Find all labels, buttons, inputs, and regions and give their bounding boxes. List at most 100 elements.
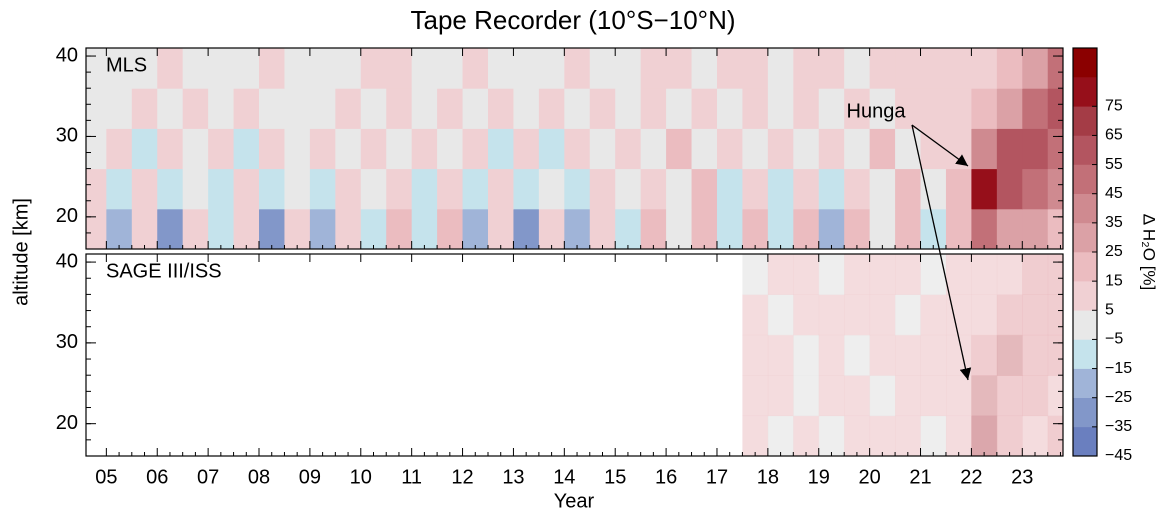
heatmap-cell — [895, 208, 922, 249]
heatmap-cell — [589, 128, 616, 170]
colorbar-label: Δ H₂O [%] — [1140, 214, 1159, 291]
x-tick-label: 18 — [757, 466, 779, 488]
colorbar-tick-label: 25 — [1105, 243, 1123, 260]
heatmap-cell — [895, 334, 922, 376]
heatmap-cell — [411, 168, 438, 210]
heatmap-cell — [86, 168, 107, 210]
heatmap-cell — [640, 128, 667, 170]
heatmap-cell — [691, 168, 718, 210]
heatmap-cell — [157, 168, 184, 210]
x-tick-label: 17 — [706, 466, 728, 488]
heatmap-cell — [793, 88, 820, 129]
y-tick-label: 40 — [56, 250, 78, 272]
heatmap-cell — [131, 128, 158, 170]
heatmap-cell — [1022, 48, 1049, 89]
heatmap-cell — [564, 48, 591, 89]
heatmap-cell — [793, 415, 820, 456]
heatmap-cell — [818, 128, 845, 170]
heatmap-cell — [818, 168, 845, 210]
heatmap-cell — [996, 415, 1023, 456]
x-tick-label: 06 — [146, 466, 168, 488]
heatmap-cell — [640, 88, 667, 129]
heatmap-cell — [1047, 128, 1063, 170]
heatmap-cell — [844, 128, 871, 170]
heatmap-cell — [996, 294, 1023, 336]
heatmap-cell — [742, 48, 769, 89]
x-tick-label: 22 — [960, 466, 982, 488]
heatmap-cell — [513, 128, 540, 170]
annotation-arrow — [911, 124, 969, 167]
x-axis-label: Year — [554, 490, 595, 512]
heatmap-cell — [869, 48, 896, 89]
panel-frame — [85, 47, 1064, 250]
heatmap-cell — [386, 88, 413, 129]
annotation-arrow — [911, 124, 972, 381]
heatmap-cell — [666, 128, 693, 170]
heatmap-cell — [742, 415, 769, 456]
heatmap-cell — [386, 128, 413, 170]
heatmap-cell — [793, 334, 820, 376]
heatmap-cell — [844, 415, 871, 456]
heatmap-cell — [640, 48, 667, 89]
heatmap-cell — [233, 48, 260, 89]
heatmap-cell — [716, 88, 743, 129]
heatmap-panel — [86, 48, 1063, 249]
heatmap-cell — [767, 254, 794, 295]
heatmap-cell — [513, 208, 540, 249]
heatmap-cell — [182, 208, 209, 249]
heatmap-cell — [742, 128, 769, 170]
heatmap-cell — [615, 88, 642, 129]
heatmap-cell — [742, 375, 769, 417]
heatmap-cell — [818, 375, 845, 417]
heatmap-cell — [844, 48, 871, 89]
heatmap-cell — [106, 168, 133, 210]
heatmap-cell — [513, 88, 540, 129]
heatmap-cell — [462, 88, 489, 129]
heatmap-cell — [538, 168, 565, 210]
colorbar-tick-label: −45 — [1105, 447, 1132, 464]
colorbar-tick-label: 65 — [1105, 127, 1123, 144]
heatmap-cell — [971, 294, 998, 336]
panel-label: SAGE III/ISS — [106, 260, 222, 282]
heatmap-cell — [411, 208, 438, 249]
colorbar-band — [1073, 77, 1097, 107]
heatmap-cell — [462, 128, 489, 170]
heatmap-cell — [945, 415, 972, 456]
heatmap-cell — [1022, 168, 1049, 210]
colorbar-band — [1073, 281, 1097, 311]
heatmap-cell — [86, 88, 107, 129]
heatmap-cell — [844, 88, 871, 129]
heatmap-cell — [284, 88, 311, 129]
heatmap-cell — [386, 168, 413, 210]
heatmap-cell — [1047, 254, 1063, 295]
heatmap-cell — [86, 48, 107, 89]
heatmap-panel — [86, 254, 1063, 456]
heatmap-cell — [259, 208, 285, 249]
panel-frame — [85, 253, 1064, 457]
heatmap-cell — [157, 208, 184, 249]
heatmap-cell — [996, 48, 1023, 89]
heatmap-cell — [818, 254, 845, 295]
colorbar-band — [1073, 106, 1097, 136]
colorbar-tick-label: −35 — [1105, 418, 1132, 435]
heatmap-cell — [844, 208, 871, 249]
heatmap-cell — [335, 48, 362, 89]
heatmap-cell — [564, 208, 591, 249]
heatmap-cell — [666, 88, 693, 129]
heatmap-cell — [182, 168, 209, 210]
heatmap-cell — [437, 128, 464, 170]
panel-label: MLS — [106, 54, 147, 76]
heatmap-cell — [233, 128, 260, 170]
heatmap-cell — [996, 168, 1023, 210]
heatmap-cell — [742, 88, 769, 129]
colorbar-tick-label: 15 — [1105, 272, 1123, 289]
heatmap-cell — [309, 168, 336, 210]
heatmap-cell — [895, 88, 922, 129]
heatmap-cell — [818, 208, 845, 249]
heatmap-cell — [182, 88, 209, 129]
heatmap-cell — [1047, 48, 1063, 89]
heatmap-cell — [259, 48, 285, 89]
y-tick-label: 30 — [56, 331, 78, 353]
heatmap-cell — [996, 208, 1023, 249]
heatmap-cell — [360, 88, 387, 129]
